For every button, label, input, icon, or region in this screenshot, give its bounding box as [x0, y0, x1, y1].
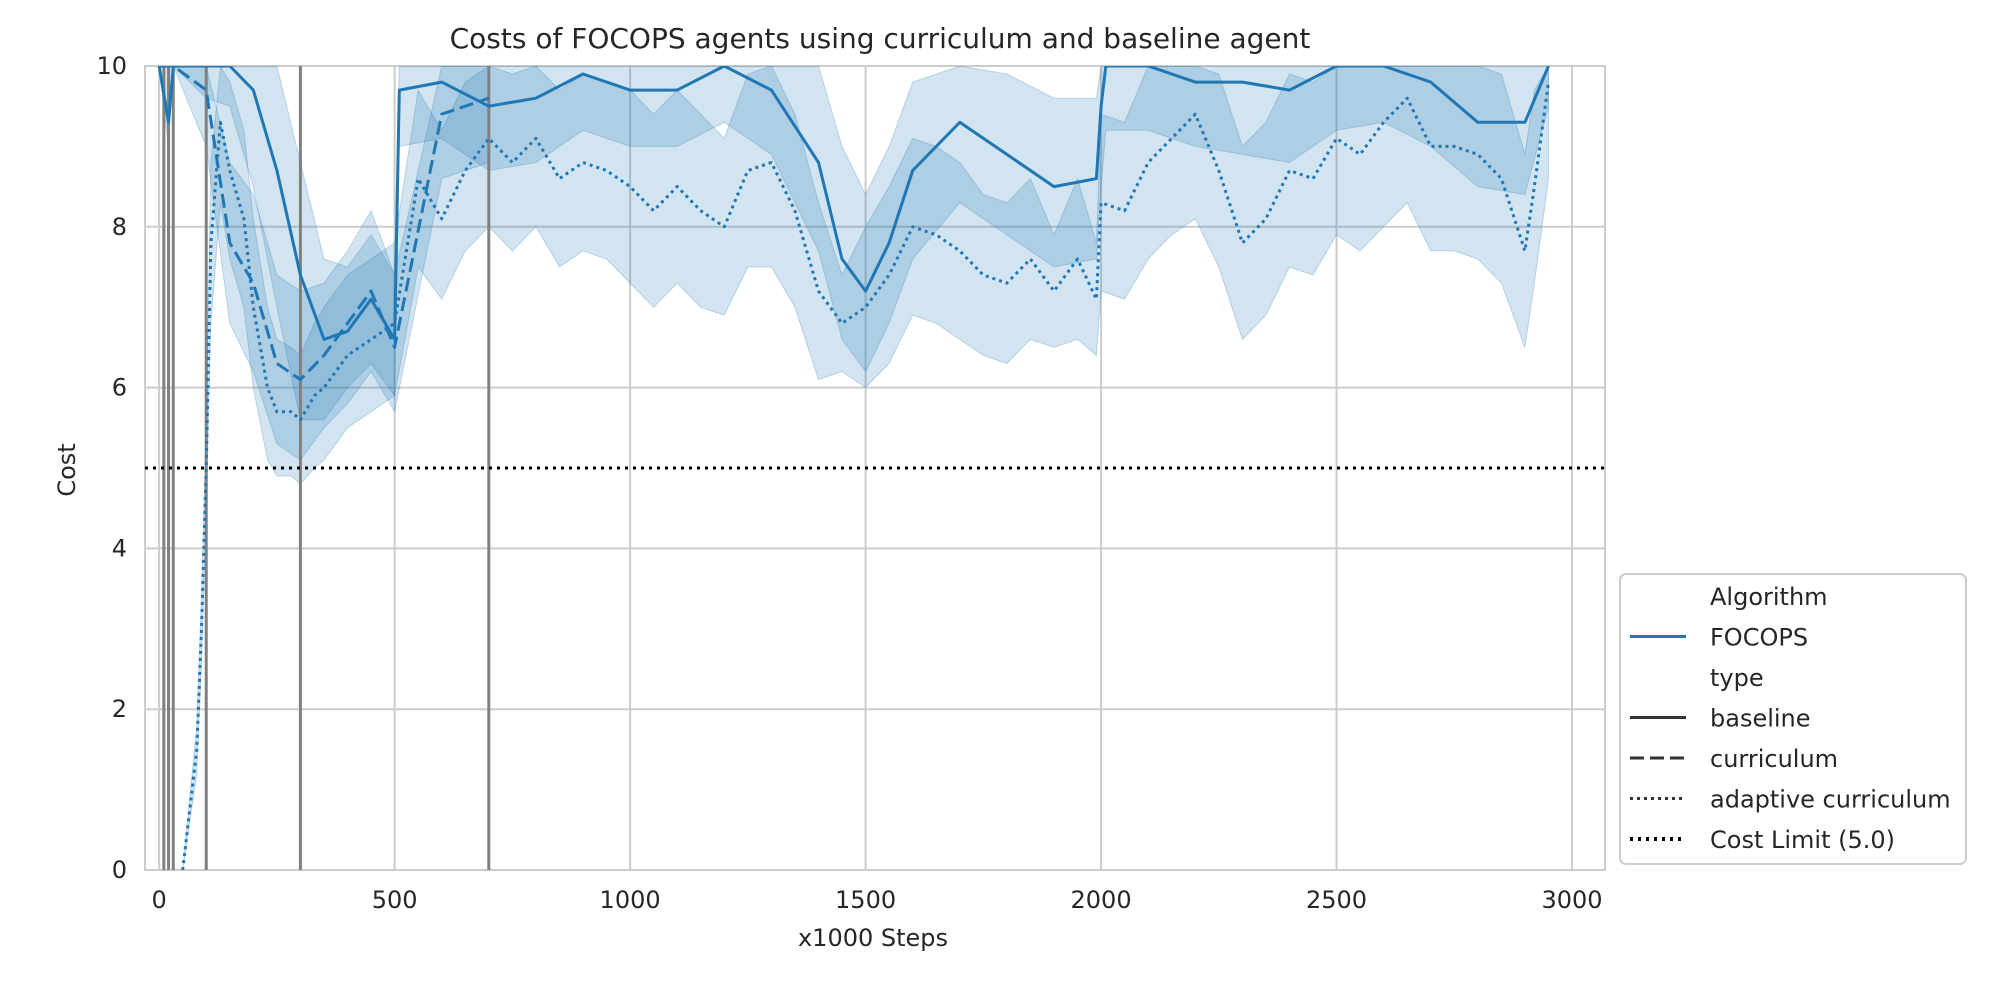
y-axis-label: Cost: [53, 443, 81, 496]
x-tick-label: 2000: [1071, 886, 1132, 914]
x-tick-label: 2500: [1306, 886, 1367, 914]
x-tick-label: 0: [151, 886, 166, 914]
series-line-baseline: [157, 66, 1550, 341]
series-group: [145, 66, 1605, 870]
plot-area: 0 500 1000 1500 2000 2500 3000 0 2 4 6 8 10: [96, 52, 1606, 914]
x-tick-label: 500: [372, 886, 418, 914]
series-line-adaptive-curriculum: [181, 81, 1550, 870]
legend-box: [1619, 573, 1967, 865]
confidence-band-adaptive-curriculum: [182, 66, 1549, 870]
legend-header: Algorithm: [1710, 583, 1828, 611]
x-tick-label: 1500: [835, 886, 896, 914]
y-tick-label: 6: [112, 374, 127, 402]
x-tick-label: 3000: [1541, 886, 1602, 914]
y-tick-label: 8: [112, 213, 127, 241]
chart-title: Costs of FOCOPS agents using curriculum …: [450, 22, 1311, 55]
legend-label: FOCOPS: [1710, 624, 1808, 652]
x-axis-label: x1000 Steps: [798, 924, 948, 952]
legend-label: baseline: [1710, 705, 1811, 733]
x-tick-label: 1000: [600, 886, 661, 914]
legend-label: curriculum: [1710, 745, 1838, 773]
legend-label: Cost Limit (5.0): [1710, 826, 1895, 854]
y-tick-label: 0: [112, 856, 127, 884]
y-tick-label: 10: [96, 52, 127, 80]
y-tick-label: 4: [112, 534, 127, 562]
legend: Algorithm FOCOPS type baseline curriculum ada…: [1619, 573, 1967, 865]
legend-header: type: [1710, 664, 1764, 692]
y-tick-label: 2: [112, 695, 127, 723]
legend-label: adaptive curriculum: [1710, 786, 1951, 814]
